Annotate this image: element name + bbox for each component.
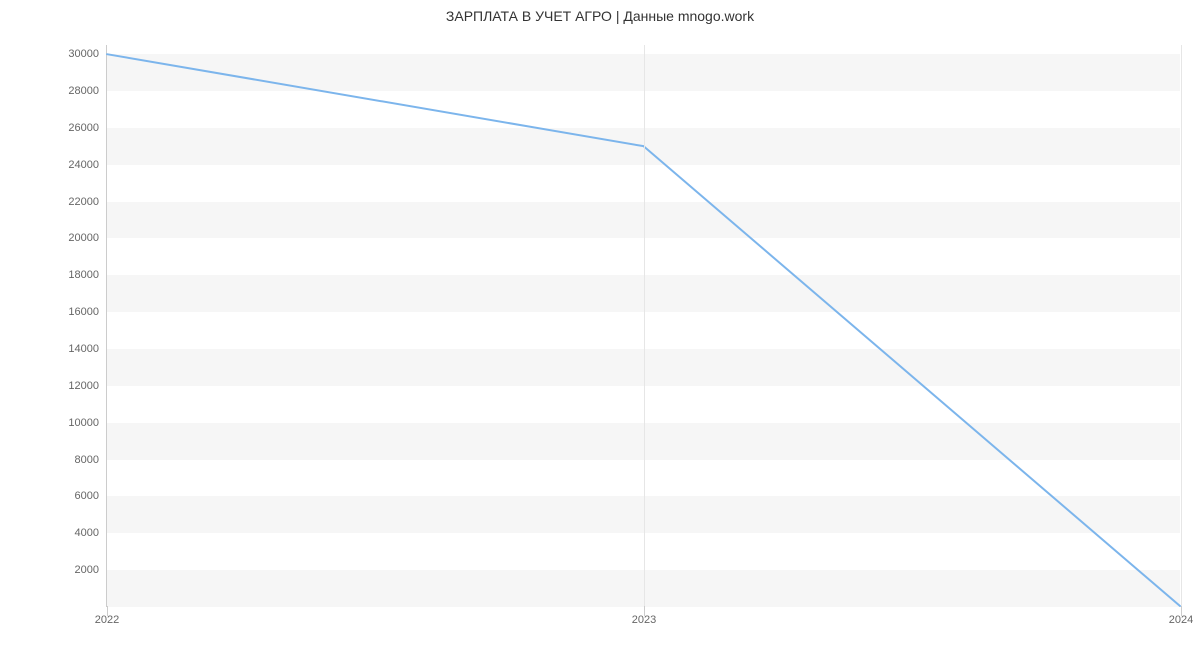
y-axis-tick-label: 26000 [68, 122, 107, 134]
y-axis-tick-label: 24000 [68, 159, 107, 171]
y-axis-tick-label: 28000 [68, 85, 107, 97]
y-axis-tick-label: 22000 [68, 196, 107, 208]
y-axis-tick-label: 20000 [68, 232, 107, 244]
x-axis-tick-label: 2022 [95, 606, 119, 626]
y-axis-tick-label: 30000 [68, 48, 107, 60]
y-axis-tick-label: 10000 [68, 417, 107, 429]
chart-title: ЗАРПЛАТА В УЧЕТ АГРО | Данные mnogo.work [0, 8, 1200, 24]
x-gridline [644, 45, 645, 606]
x-axis-tick-label: 2024 [1169, 606, 1193, 626]
y-axis-tick-label: 14000 [68, 343, 107, 355]
salary-line-chart: ЗАРПЛАТА В УЧЕТ АГРО | Данные mnogo.work… [0, 0, 1200, 650]
plot-area: 2000400060008000100001200014000160001800… [106, 45, 1180, 607]
y-axis-tick-label: 6000 [75, 490, 107, 502]
x-gridline [1181, 45, 1182, 606]
y-axis-tick-label: 8000 [75, 454, 107, 466]
y-axis-tick-label: 18000 [68, 269, 107, 281]
y-axis-tick-label: 2000 [75, 564, 107, 576]
y-axis-tick-label: 16000 [68, 306, 107, 318]
y-axis-tick-label: 12000 [68, 380, 107, 392]
x-axis-tick-label: 2023 [632, 606, 656, 626]
y-axis-tick-label: 4000 [75, 527, 107, 539]
